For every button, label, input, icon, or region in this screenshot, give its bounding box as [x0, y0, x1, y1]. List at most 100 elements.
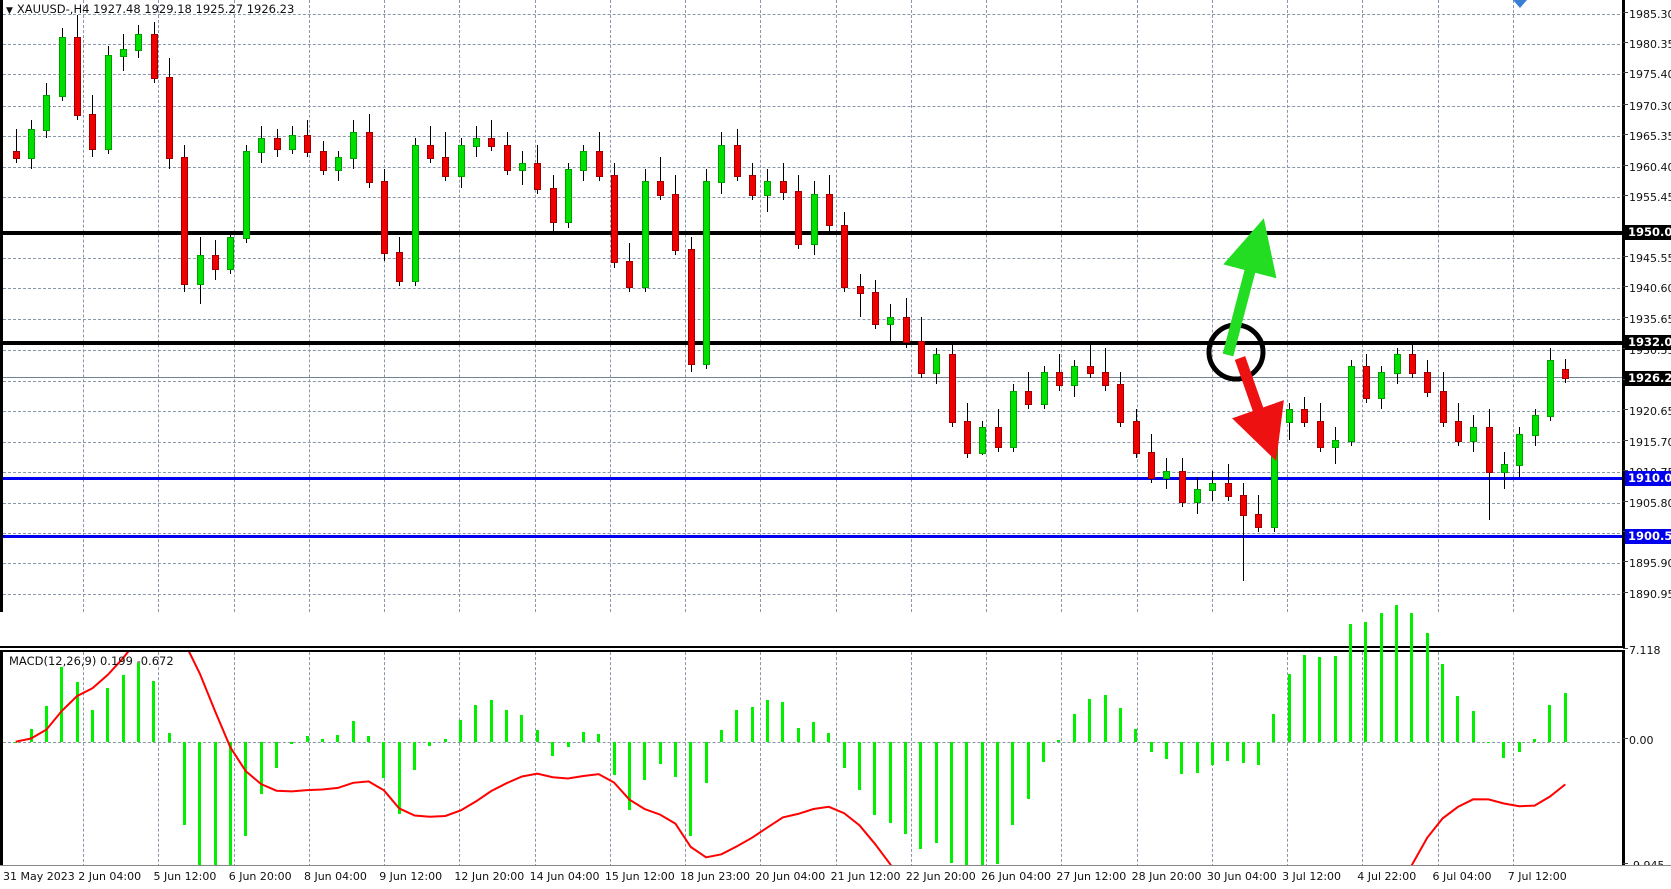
time-tick-label: 20 Jun 04:00	[755, 870, 826, 883]
time-tick-label: 31 May 2023	[3, 870, 75, 883]
time-tick-label: 9 Jun 12:00	[379, 870, 443, 883]
candle-body-bearish	[857, 286, 864, 295]
candle-body-bearish	[13, 150, 20, 159]
candle-body-bearish	[212, 255, 219, 270]
candle-body-bearish	[1117, 384, 1124, 424]
grid-line-horizontal	[3, 318, 1625, 320]
macd-histogram-bar	[812, 721, 815, 742]
macd-histogram-bar	[1487, 741, 1490, 743]
macd-histogram-bar	[428, 741, 431, 747]
time-axis[interactable]: 31 May 2023 2 Jun 04:00 5 Jun 12:00 6 Jun 2…	[0, 865, 1671, 889]
candle-body-bullish	[1286, 409, 1293, 424]
grid-line-vertical	[609, 652, 611, 867]
candle-body-bearish	[688, 249, 695, 365]
macd-histogram-bar	[198, 741, 201, 867]
candle-wick	[430, 126, 431, 163]
macd-histogram-bar	[1564, 693, 1567, 742]
price-axis[interactable]: 1985.30 1980.35 1975.40 1970.30 1965.35 1960.…	[1622, 0, 1671, 648]
candle-body-bearish	[1424, 372, 1431, 393]
candle-wick	[660, 156, 661, 200]
time-tick-label: 15 Jun 12:00	[604, 870, 675, 883]
grid-line-horizontal	[3, 532, 1625, 534]
price-level-label[interactable]: 1910.00	[1625, 470, 1671, 486]
candle-body-bearish	[1455, 421, 1462, 442]
macd-indicator-pane[interactable]: MACD(12,26,9) 0.199 -0.672	[0, 604, 1625, 889]
macd-histogram-bar	[76, 682, 79, 742]
macd-histogram-bar	[1011, 741, 1014, 825]
candle-body-bearish	[151, 33, 158, 79]
symbol-ohlc-text: XAUUSD-,H4 1927.48 1929.18 1925.27 1926.…	[16, 2, 295, 16]
macd-histogram-bar	[60, 667, 63, 742]
macd-histogram-bar	[1380, 613, 1383, 742]
candle-body-bearish	[442, 156, 449, 178]
price-level-label[interactable]: 1950.00	[1625, 224, 1671, 240]
candle-body-bearish	[826, 193, 833, 227]
candle-body-bearish	[550, 187, 557, 224]
macd-histogram-bar	[628, 741, 631, 810]
time-tick-label: 6 Jul 04:00	[1432, 870, 1492, 883]
macd-tick: 7.118	[1623, 645, 1661, 656]
grid-line-vertical	[685, 652, 687, 867]
candle-body-bearish	[964, 421, 971, 455]
candle-body-bullish	[243, 150, 250, 239]
candle-body-bearish	[1025, 390, 1032, 405]
price-tick: 1890.95	[1623, 589, 1671, 600]
candle-body-bearish	[1301, 409, 1308, 424]
candle-body-bullish	[43, 95, 50, 132]
macd-histogram-bar	[597, 734, 600, 742]
macd-histogram-bar	[367, 735, 370, 742]
macd-histogram-bar	[520, 715, 523, 742]
price-tick: 1920.65	[1623, 406, 1671, 417]
candle-body-bullish	[1532, 415, 1539, 436]
candle-body-bearish	[1486, 427, 1493, 473]
macd-histogram-bar	[1318, 656, 1321, 742]
grid-line-vertical	[158, 652, 160, 867]
level-line-1932-00[interactable]	[3, 341, 1625, 346]
grid-line-vertical	[384, 0, 386, 612]
grid-line-vertical	[233, 0, 235, 612]
macd-histogram-bar	[1395, 604, 1398, 742]
level-line-1910-00[interactable]	[3, 476, 1625, 480]
grid-line-vertical	[1287, 652, 1289, 867]
price-tick: 1945.55	[1623, 253, 1671, 264]
macd-histogram-bar	[214, 741, 217, 889]
time-tick-label: 22 Jun 20:00	[905, 870, 976, 883]
candle-body-bearish	[504, 144, 511, 172]
price-level-label[interactable]: 1900.57	[1625, 528, 1671, 544]
candle-body-bullish	[473, 138, 480, 147]
price-tick: 1975.40	[1623, 69, 1671, 80]
price-chart-pane[interactable]	[0, 0, 1625, 612]
price-tick: 1970.30	[1623, 101, 1671, 112]
candle-body-bullish	[350, 132, 357, 159]
macd-histogram-bar	[14, 741, 17, 743]
time-tick-label: 14 Jun 04:00	[529, 870, 600, 883]
candle-wick	[491, 119, 492, 151]
grid-line-horizontal	[3, 258, 1625, 260]
candle-body-bullish	[1470, 427, 1477, 442]
grid-line-vertical	[308, 0, 310, 612]
candle-wick	[1258, 495, 1259, 533]
level-line-1900-57[interactable]	[3, 534, 1625, 538]
chevron-down-icon[interactable]: ▼	[6, 6, 13, 16]
macd-histogram-bar	[705, 741, 708, 783]
price-tick: 1935.65	[1623, 314, 1671, 325]
price-level-label[interactable]: 1932.00	[1625, 335, 1671, 351]
time-tick-label: 7 Jul 12:00	[1507, 870, 1567, 883]
candle-body-bullish	[1041, 372, 1048, 405]
grid-line-vertical	[83, 0, 85, 612]
macd-histogram-bar	[137, 663, 140, 742]
candle-body-bearish	[672, 193, 679, 252]
macd-histogram-bar	[1073, 714, 1076, 742]
candle-body-bearish	[1317, 421, 1324, 448]
symbol-header: ▼ XAUUSD-,H4 1927.48 1929.18 1925.27 1926…	[6, 2, 294, 16]
grid-line-vertical	[1136, 652, 1138, 867]
candle-body-bullish	[1194, 488, 1201, 504]
macd-histogram-bar	[904, 741, 907, 835]
price-level-label[interactable]: 1926.23	[1625, 370, 1671, 386]
candle-body-bullish	[1010, 390, 1017, 448]
candle-body-bullish	[458, 144, 465, 178]
candle-body-bullish	[580, 150, 587, 172]
macd-zero-line	[3, 741, 1625, 743]
